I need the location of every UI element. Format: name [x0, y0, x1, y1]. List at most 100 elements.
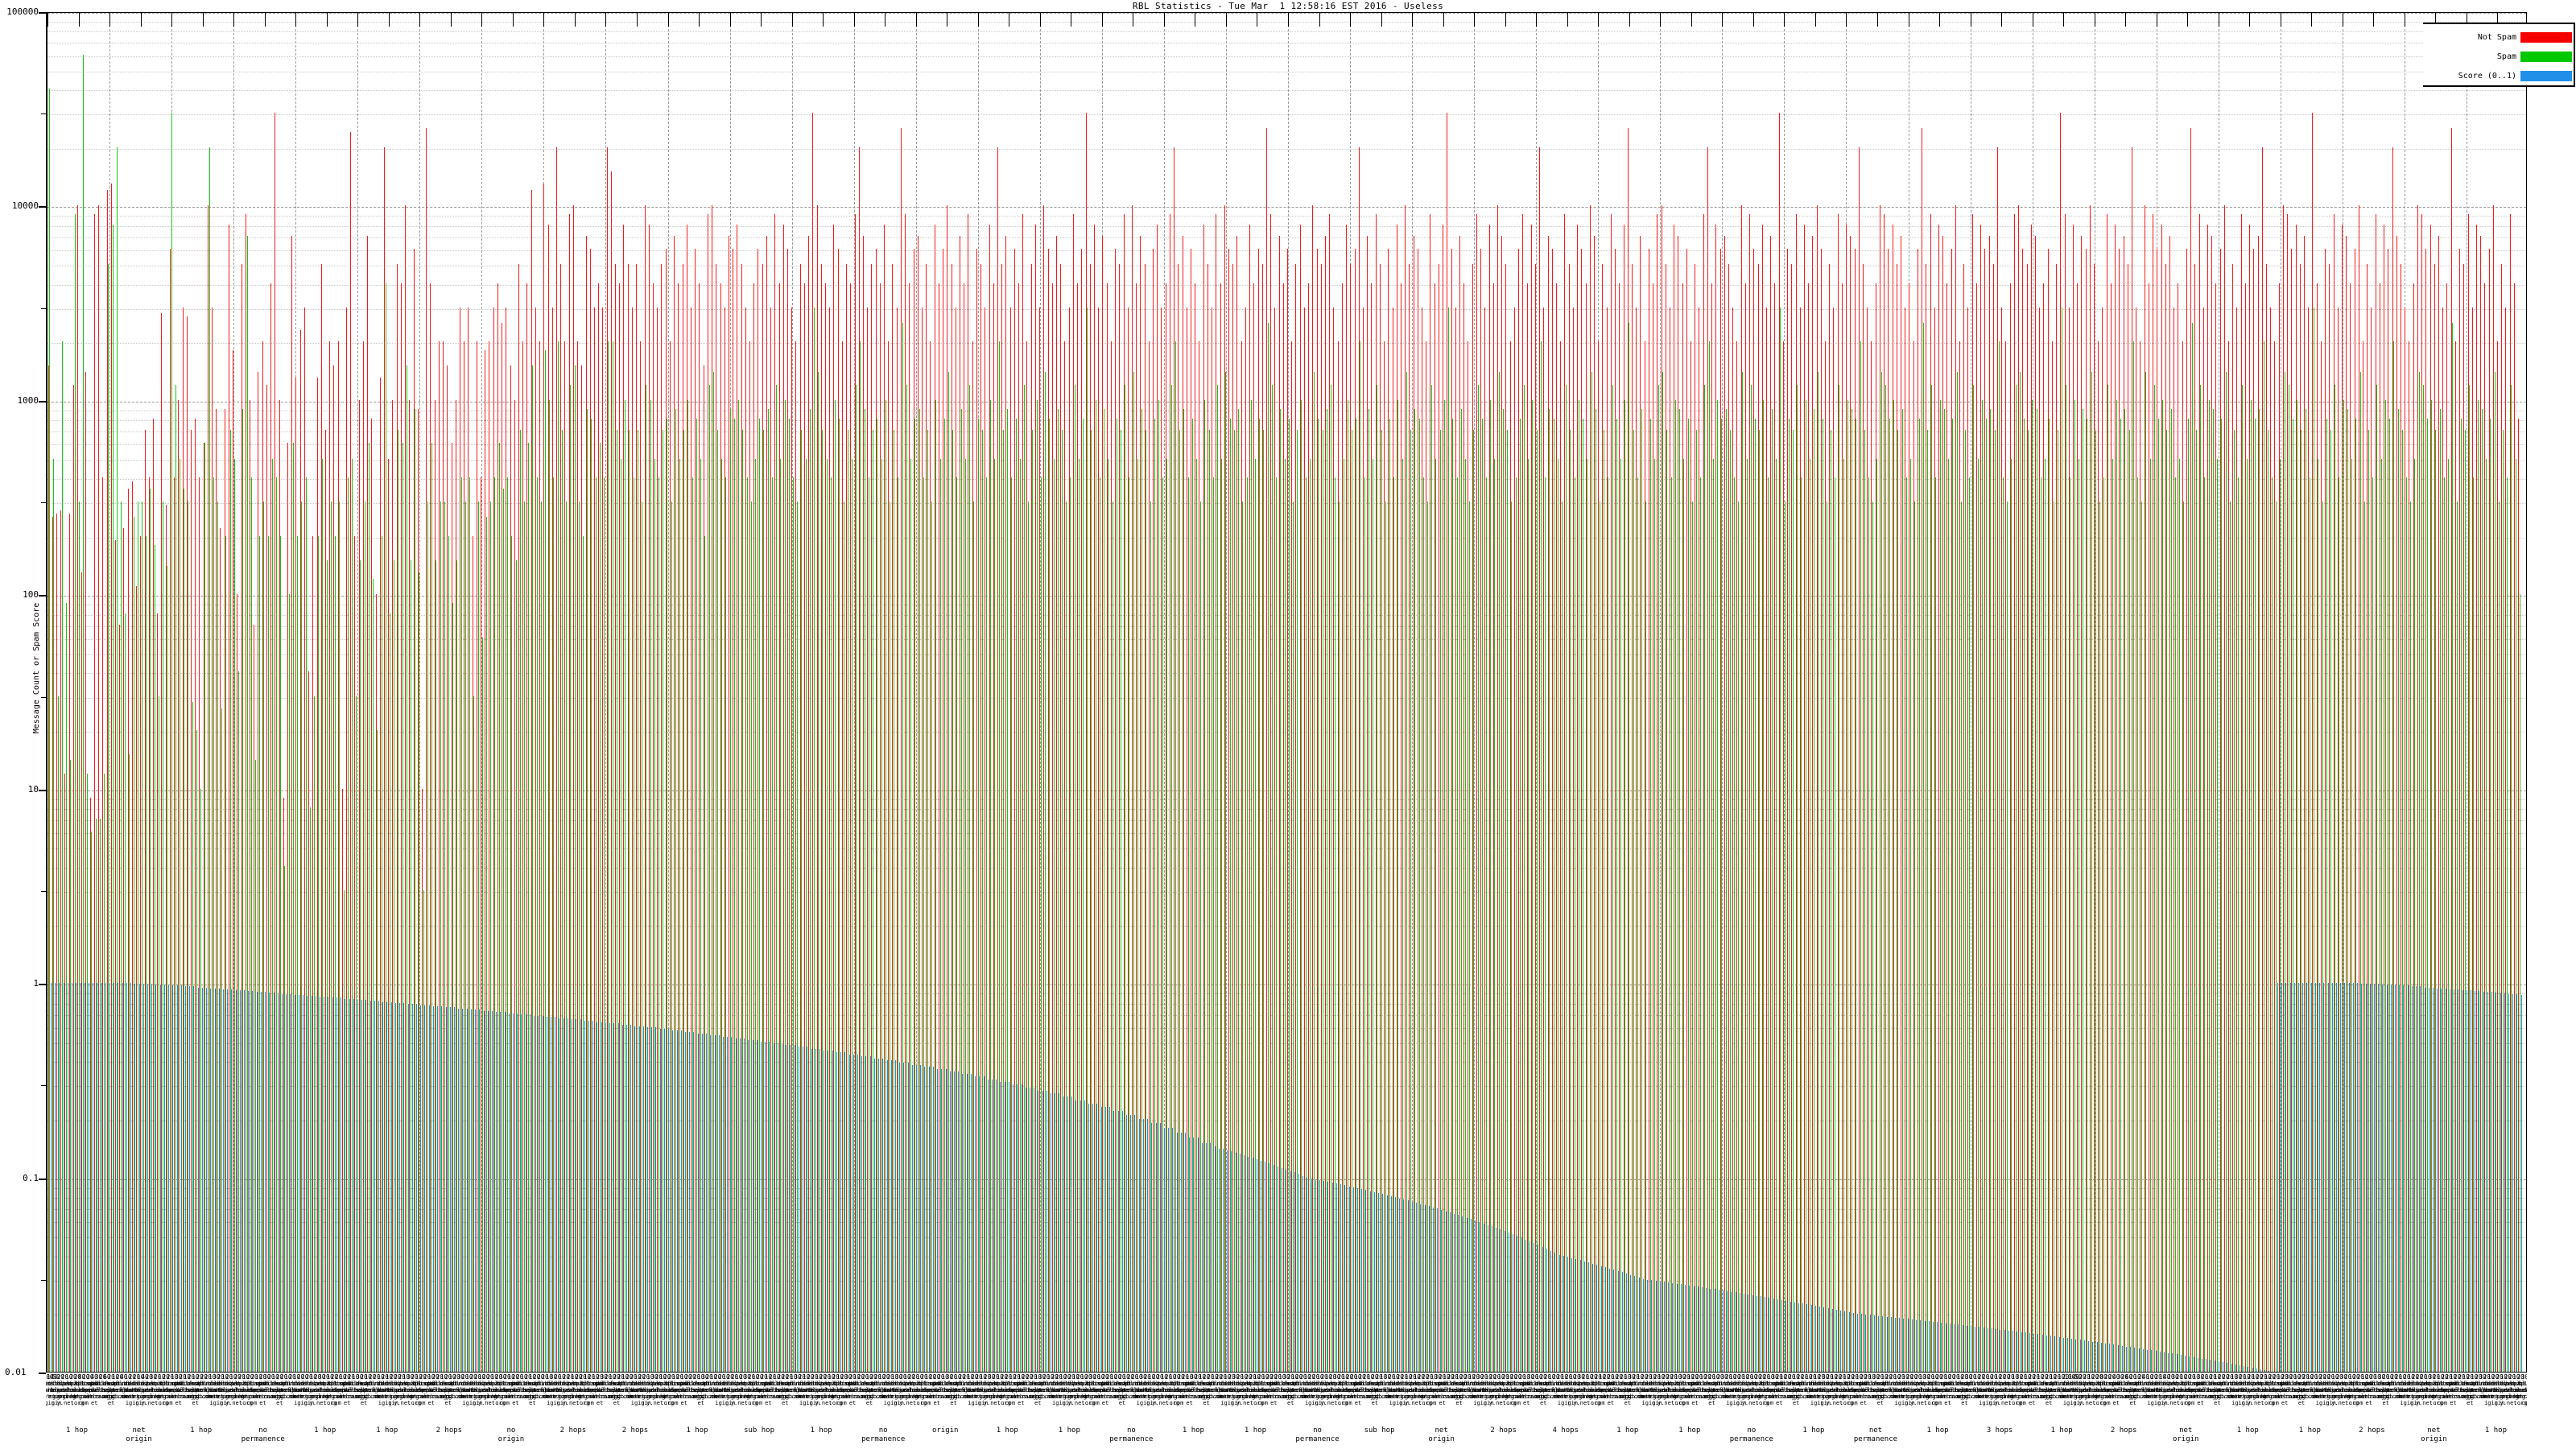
- bar-score: [634, 1026, 636, 1372]
- bar-not-spam: [589, 249, 591, 1372]
- x-axis-tick-label: 20 dnsbl. sorbs. net.or igin: [292, 1373, 313, 1406]
- bar-score: [655, 1027, 657, 1372]
- x-axis-tick-minor: [326, 13, 328, 27]
- x-axis-tick-label: 10 trunca te.gbu db.net: [617, 1373, 638, 1400]
- x-axis-group-label: 1 hop: [2484, 1426, 2507, 1435]
- bar-score: [260, 992, 262, 1372]
- bar-not-spam: [2471, 307, 2473, 1372]
- bar-group: [959, 13, 964, 1372]
- bar-spam: [2015, 384, 2017, 1372]
- bar-score: [453, 1007, 455, 1372]
- bar-group: [1358, 13, 1362, 1372]
- bar-not-spam: [1077, 283, 1078, 1372]
- legend-swatch: [2520, 31, 2572, 43]
- bar-group: [220, 13, 224, 1372]
- bar-group: [560, 13, 564, 1372]
- bar-score: [349, 998, 350, 1372]
- x-axis-tick-label: 20 l.1.ub l.unsu bscore .com: [158, 1373, 179, 1406]
- bar-not-spam: [2274, 341, 2276, 1372]
- bar-not-spam: [1581, 249, 1583, 1372]
- bar-group: [2409, 13, 2413, 1372]
- bar-score: [769, 1041, 770, 1372]
- horizontal-gridline-minor: [47, 478, 2526, 480]
- bar-not-spam: [1157, 224, 1158, 1372]
- plot-area: [46, 12, 2527, 1373]
- bar-spam: [1309, 458, 1311, 1372]
- bar-spam: [675, 408, 676, 1372]
- bar-spam: [1746, 458, 1748, 1372]
- bar-score: [445, 1007, 447, 1372]
- bar-spam: [2448, 458, 2449, 1372]
- bar-score: [374, 1001, 375, 1372]
- bar-score: [2369, 984, 2371, 1372]
- bar-group: [2295, 13, 2299, 1372]
- bar-score: [1810, 1305, 1812, 1372]
- bar-not-spam: [2194, 264, 2196, 1372]
- x-axis-group-label: no permanence: [1295, 1426, 1340, 1443]
- horizontal-gridline-minor: [47, 250, 2526, 251]
- bar-group: [1598, 13, 1602, 1372]
- bar-spam: [1712, 458, 1714, 1372]
- bar-score: [2168, 1352, 2169, 1372]
- bar-spam: [238, 671, 239, 1372]
- bar-spam: [284, 865, 286, 1372]
- x-axis-tick-label: 80 l.1.ub l.unsu bscore .com: [2095, 1373, 2116, 1406]
- x-axis-tick-label: 20 dnsbl. inps.d e: [1514, 1373, 1535, 1400]
- bar-score: [1890, 1317, 1892, 1372]
- bar-score: [1104, 1107, 1106, 1372]
- bar-group: [224, 13, 228, 1372]
- bar-group: [89, 13, 93, 1372]
- bar-score: [869, 1056, 871, 1372]
- bar-not-spam: [812, 113, 814, 1372]
- bar-group: [64, 13, 68, 1372]
- bar-score: [109, 983, 110, 1372]
- bar-not-spam: [1115, 249, 1116, 1372]
- bar-group: [1501, 13, 1505, 1372]
- bar-group: [2202, 13, 2207, 1372]
- bar-group: [2005, 13, 2009, 1372]
- bar-group: [2434, 13, 2438, 1372]
- bar-spam: [1486, 477, 1487, 1372]
- legend-entry: Score (0..1): [2423, 66, 2574, 85]
- bar-not-spam: [341, 788, 343, 1372]
- bar-score: [1835, 1310, 1837, 1372]
- horizontal-gridline-minor: [47, 503, 2526, 505]
- bar-group: [547, 13, 551, 1372]
- bar-not-spam: [212, 307, 213, 1372]
- bar-not-spam: [1589, 205, 1591, 1372]
- legend-entry: Spam: [2423, 47, 2574, 66]
- bar-score: [697, 1033, 699, 1372]
- x-axis-tick-label: 10 b.barr acudac entral .org: [1164, 1373, 1186, 1406]
- bar-group: [421, 13, 426, 1372]
- bar-group: [459, 13, 464, 1372]
- bar-not-spam: [47, 365, 49, 1372]
- bar-group: [1245, 13, 1249, 1372]
- bar-not-spam: [1476, 214, 1477, 1372]
- x-axis-tick-label: 20 ubl.la shback .com: [709, 1373, 730, 1400]
- x-axis-tick-label: 30 dnsbl. sorbs. net.or igin: [1135, 1373, 1156, 1406]
- bar-score: [836, 1052, 837, 1372]
- x-axis-tick-label: 10 dnsbl. ahbl.o rg: [1981, 1373, 2003, 1400]
- bar-not-spam: [631, 307, 633, 1372]
- bar-score: [1903, 1318, 1905, 1372]
- bar-score: [222, 989, 224, 1372]
- bar-group: [1455, 13, 1459, 1372]
- bar-group: [1026, 13, 1030, 1372]
- bar-score: [1655, 1280, 1657, 1372]
- bar-group: [816, 13, 820, 1372]
- x-axis-tick-label: 20 bl.mai lspike .net: [2015, 1373, 2037, 1400]
- bar-group: [2165, 13, 2169, 1372]
- bar-group: [413, 13, 417, 1372]
- bar-spam: [1195, 458, 1197, 1372]
- y-axis-tick: [39, 206, 46, 208]
- bar-group: [2022, 13, 2026, 1372]
- bar-group: [778, 13, 782, 1372]
- bar-spam: [1536, 430, 1538, 1372]
- bar-spam: [1368, 408, 1369, 1372]
- bar-group: [955, 13, 959, 1372]
- x-axis-tick: [1350, 13, 1352, 27]
- x-axis-tick-label: 20 dnsbl. droneb l.org: [149, 1373, 171, 1400]
- bar-spam: [2196, 430, 2197, 1372]
- bar-spam: [1943, 408, 1945, 1372]
- bar-group: [1572, 13, 1577, 1372]
